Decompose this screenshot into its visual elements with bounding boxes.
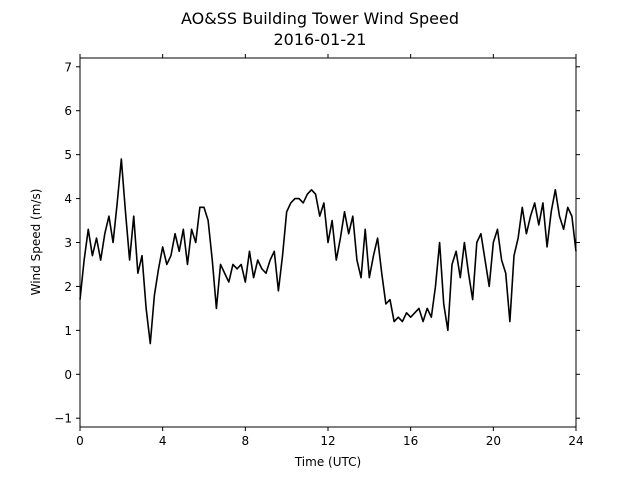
y-tick-label: 7 — [64, 60, 72, 74]
chart-subtitle: 2016-01-21 — [274, 30, 367, 49]
x-tick-label: 16 — [403, 434, 418, 448]
y-tick-label: 5 — [64, 148, 72, 162]
y-tick-label: 3 — [64, 236, 72, 250]
y-tick-label: 4 — [64, 192, 72, 206]
x-tick-label: 4 — [159, 434, 167, 448]
y-tick-label: −1 — [54, 412, 72, 426]
y-tick-label: 6 — [64, 104, 72, 118]
x-tick-label: 0 — [76, 434, 84, 448]
x-axis-label: Time (UTC) — [294, 455, 361, 469]
y-tick-label: 2 — [64, 280, 72, 294]
x-tick-label: 20 — [486, 434, 501, 448]
x-tick-label: 24 — [568, 434, 583, 448]
x-tick-labels: 0 4 8 12 16 20 24 — [76, 434, 583, 448]
chart-title: AO&SS Building Tower Wind Speed — [181, 9, 459, 28]
plot-area-frame — [79, 57, 577, 428]
x-tick-label: 8 — [242, 434, 250, 448]
y-tick-label: 1 — [64, 324, 72, 338]
x-tick-label: 12 — [320, 434, 335, 448]
series-line-wind-speed — [79, 158, 577, 345]
y-tick-label: 0 — [64, 368, 72, 382]
tick-marks — [76, 54, 580, 431]
y-axis-label: Wind Speed (m/s) — [29, 189, 43, 296]
y-tick-labels: −1 0 1 2 3 4 5 6 7 — [54, 60, 72, 425]
